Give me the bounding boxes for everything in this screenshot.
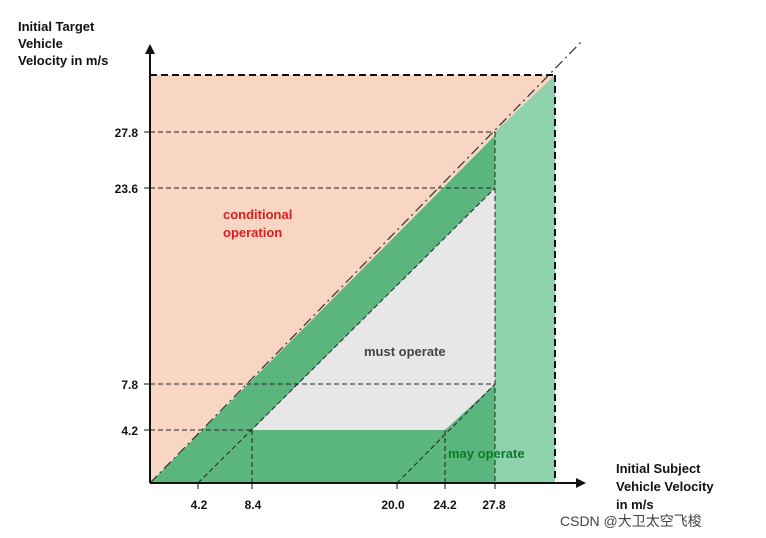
y-tick-label-23-6: 23.6 [115, 182, 139, 196]
x-axis-title-line-1: Initial Subject [616, 461, 701, 476]
y-tick-label-4-2: 4.2 [121, 424, 138, 438]
x-tick-labels: 4.2 8.4 20.0 24.2 27.8 [191, 498, 506, 512]
boundary-lines [149, 39, 584, 484]
x-axis-title-line-2: Vehicle Velocity [616, 479, 714, 494]
x-tick-label-20-0: 20.0 [381, 498, 405, 512]
x-tick-label-4-2: 4.2 [191, 498, 208, 512]
y-axis-title-line-2: Vehicle [18, 36, 63, 51]
tick-marks [144, 131, 496, 489]
y-tick-label-27-8: 27.8 [115, 126, 139, 140]
conditional-operation-label-line-2: operation [223, 225, 282, 240]
diagonal-reference-line [149, 39, 584, 484]
may-operate-label: may operate [448, 446, 525, 461]
y-axis-title-line-1: Initial Target [18, 19, 95, 34]
lower-diagonal-line [396, 383, 496, 484]
inner-diagonal-line [197, 187, 496, 484]
region-labels: conditional operation must operate may o… [223, 207, 525, 461]
watermark: CSDN @大卫太空飞梭 [560, 513, 702, 529]
conditional-operation-label-line-1: conditional [223, 207, 292, 222]
y-axis-title: Initial Target Vehicle Velocity in m/s [18, 19, 108, 68]
x-tick-label-27-8: 27.8 [482, 498, 506, 512]
x-tick-label-8-4: 8.4 [245, 498, 262, 512]
x-axis-title: Initial Subject Vehicle Velocity in m/s [616, 461, 714, 512]
may-operate-light-band [495, 75, 555, 483]
must-operate-label: must operate [364, 344, 446, 359]
y-axis-title-line-3: Velocity in m/s [18, 53, 108, 68]
y-tick-label-7-8: 7.8 [121, 378, 138, 392]
y-tick-labels: 27.8 23.6 7.8 4.2 [115, 126, 139, 438]
guide-lines [150, 131, 496, 483]
x-tick-label-24-2: 24.2 [433, 498, 457, 512]
axes [145, 44, 586, 488]
x-axis-title-line-3: in m/s [616, 497, 654, 512]
regions [150, 75, 555, 483]
